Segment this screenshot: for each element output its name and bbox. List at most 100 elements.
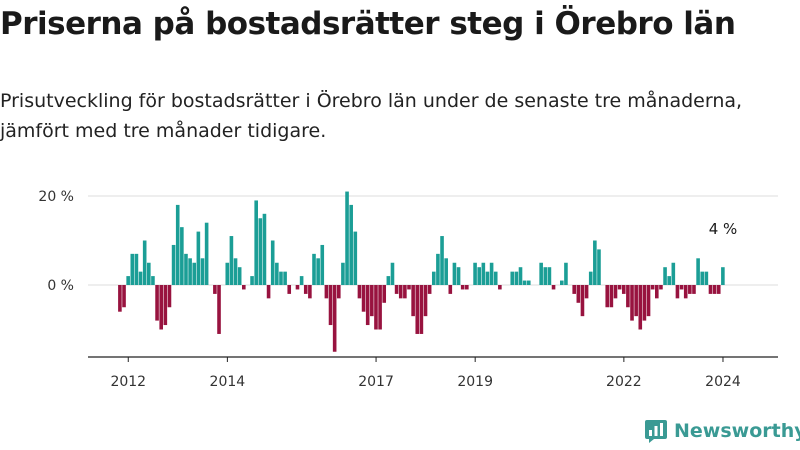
chart-bar (122, 285, 126, 308)
chart-bar (650, 285, 655, 290)
chart-bar (415, 285, 420, 334)
chart-bar (254, 200, 258, 285)
chart-bar (184, 253, 188, 285)
chart-bar (118, 285, 122, 312)
chart-bar (465, 285, 469, 290)
chart-bar (320, 244, 325, 285)
chart-bar (700, 271, 705, 285)
chart-bar (626, 285, 630, 308)
chart-bar (151, 276, 155, 285)
chart-bar (663, 267, 667, 285)
chart-bar (324, 285, 329, 299)
chart-bar (345, 191, 349, 285)
chart-bar (679, 285, 684, 290)
chart-bar (427, 285, 432, 294)
y-tick-label: 0 % (47, 278, 74, 294)
chart-bar (493, 271, 498, 285)
chart-bar (576, 285, 581, 303)
chart-bar (667, 276, 671, 285)
chart-bar (242, 285, 246, 290)
chart-bar (564, 262, 568, 285)
chart-bar (514, 271, 519, 285)
chart-bar (341, 262, 345, 285)
chart-bar (411, 285, 415, 317)
chart-bar (560, 280, 564, 285)
x-tick-label: 2019 (457, 374, 493, 390)
chart-bar (721, 267, 725, 285)
chart-bar (547, 267, 552, 285)
chart-bar (708, 285, 713, 294)
chart-bar (204, 222, 209, 285)
chart-bar (336, 285, 341, 299)
chart-bar (407, 285, 411, 290)
chart-bar (609, 285, 614, 308)
chart-bar (332, 285, 337, 352)
chart-bar (142, 240, 147, 285)
chart-bar (353, 231, 358, 285)
chart-bar (584, 285, 589, 299)
chart-bar (349, 204, 353, 285)
chart-bar (659, 285, 663, 290)
chart-bar (655, 285, 659, 299)
chart-bar (299, 276, 304, 285)
chart-bar (642, 285, 647, 321)
chart-bar (155, 285, 159, 321)
chart-bar (258, 218, 263, 285)
chart-bar (621, 285, 626, 294)
chart-bar (316, 258, 320, 285)
chart-bar (580, 285, 585, 317)
chart-bar (423, 285, 428, 317)
chart-bar (683, 285, 688, 299)
chart-bar (477, 267, 482, 285)
chart-bar (460, 285, 465, 290)
chart-bar (378, 285, 382, 330)
chart-bar (365, 285, 370, 326)
chart-bar (217, 285, 221, 334)
chart-bar (287, 285, 292, 294)
chart-bar (295, 285, 300, 290)
chart-bar (489, 262, 494, 285)
chart-bar (196, 231, 201, 285)
chart-bar (572, 285, 576, 294)
chart-bar (448, 285, 453, 294)
chart-bar (270, 240, 275, 285)
chart-bar (237, 267, 242, 285)
chart-bar (638, 285, 643, 330)
chart-bar (225, 262, 230, 285)
chart-bar (192, 262, 197, 285)
x-tick-label: 2022 (606, 374, 642, 390)
chart-bar (646, 285, 651, 317)
newsworthy-logo-icon (645, 420, 667, 443)
chart-bar (200, 258, 205, 285)
chart-bar (126, 276, 130, 285)
x-tick-label: 2024 (705, 374, 741, 390)
chart-bar (617, 285, 622, 290)
chart-bar (175, 204, 180, 285)
chart-bar (440, 236, 444, 285)
chart-bar (262, 213, 267, 285)
chart-bar (382, 285, 387, 303)
chart-bar (394, 285, 399, 294)
chart-bar (613, 285, 618, 299)
chart-bar (147, 262, 151, 285)
chart-bar (180, 227, 184, 285)
chart-bar (704, 271, 709, 285)
chart-bar (452, 262, 457, 285)
chart-bar (171, 244, 176, 285)
chart-bar (328, 285, 333, 326)
chart-bar (692, 285, 696, 294)
chart-bar (526, 280, 531, 285)
chart-bar (481, 262, 486, 285)
chart-bar (374, 285, 378, 330)
chart-bar (188, 258, 192, 285)
chart-bar (386, 276, 391, 285)
chart-bar (588, 271, 593, 285)
chart-bar (303, 285, 308, 294)
chart-bar (134, 253, 139, 285)
chart-bar (712, 285, 717, 294)
chart-bar (510, 271, 515, 285)
chart-bar (436, 253, 440, 285)
chart-bar (167, 285, 172, 308)
chart-bar (361, 285, 366, 312)
chart-bar (696, 258, 700, 285)
